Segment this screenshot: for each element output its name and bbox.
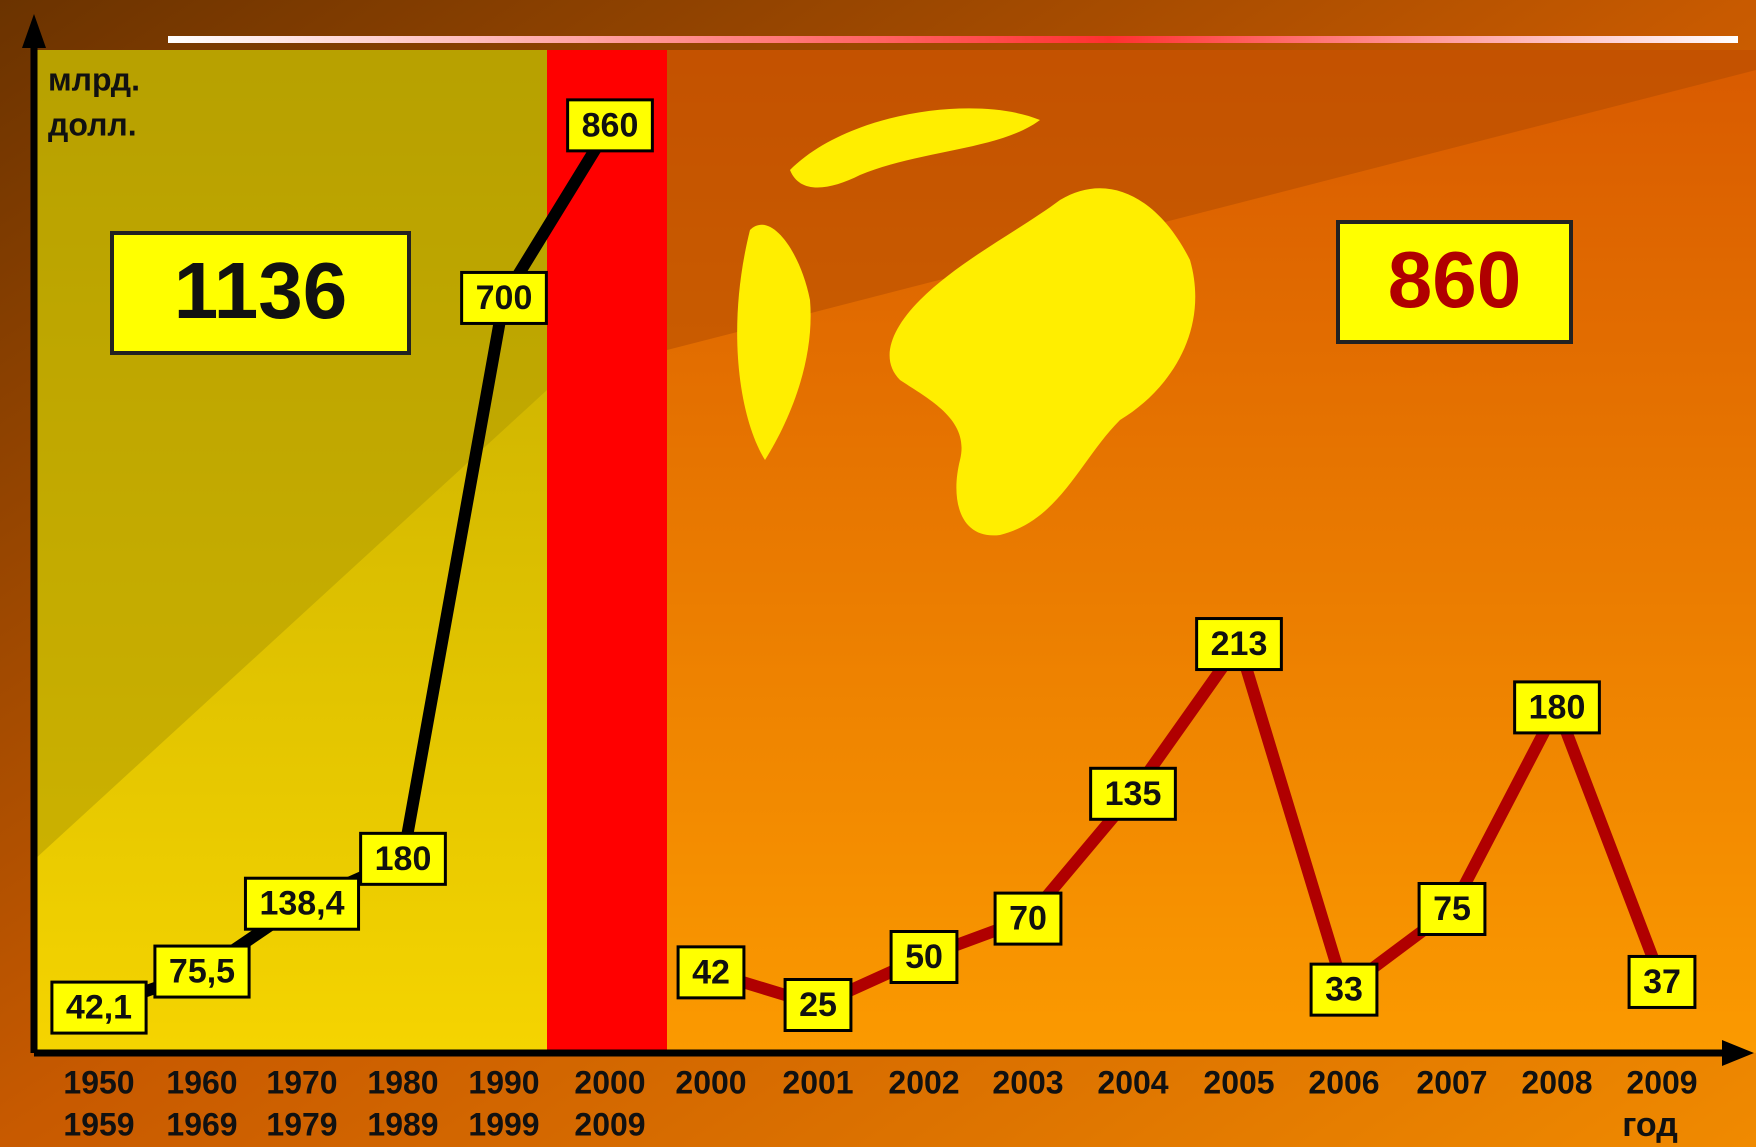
globe	[737, 108, 1196, 536]
data-label: 75	[1433, 890, 1471, 928]
total-box	[1336, 220, 1573, 344]
point-label-box	[359, 831, 447, 886]
label-group: 860	[566, 98, 654, 153]
data-label: 860	[582, 106, 639, 144]
point-label-box	[783, 978, 853, 1032]
series-line	[709, 638, 1668, 1011]
point-label-box	[676, 945, 746, 1000]
label-group: 138,4	[243, 876, 361, 931]
decade-band	[547, 50, 667, 1053]
label-group: 180	[359, 831, 447, 886]
point-label-box	[153, 944, 251, 999]
point-label-box	[1309, 962, 1379, 1017]
x-tick-label: 1950	[63, 1064, 134, 1100]
data-label: 75,5	[169, 953, 235, 991]
point-label-box	[1089, 766, 1177, 821]
title-rule	[168, 36, 1738, 43]
point-label-box	[243, 876, 361, 931]
x-tick-label: 2009	[574, 1106, 645, 1142]
total-label: 1136	[174, 246, 348, 335]
label-group: 50	[889, 930, 959, 984]
data-label: 33	[1325, 971, 1363, 1009]
data-label: 138,4	[259, 885, 344, 923]
point-label-box	[460, 270, 548, 325]
x-tick-label: 1959	[63, 1106, 134, 1142]
total-box	[110, 231, 411, 355]
point-label-box	[993, 891, 1063, 946]
x-tick-label: 1969	[166, 1106, 237, 1142]
data-label: 50	[905, 938, 943, 976]
label-group: 180	[1513, 680, 1601, 735]
x-tick-label: 2002	[888, 1064, 959, 1100]
x-axis-label: год	[1622, 1106, 1678, 1144]
label-group: 213	[1195, 617, 1283, 672]
x-tick-label: 1970	[266, 1064, 337, 1100]
label-group: 135	[1089, 766, 1177, 821]
y-axis-label: млрд.	[48, 61, 140, 97]
data-label: 42	[692, 953, 730, 991]
x-tick-label: 2008	[1521, 1064, 1592, 1100]
label-group: 25	[783, 978, 853, 1032]
data-label: 37	[1643, 963, 1681, 1001]
x-tick-label: 1999	[468, 1106, 539, 1142]
data-label: 70	[1009, 900, 1047, 938]
x-tick-label: 2003	[992, 1064, 1063, 1100]
point-label-box	[1513, 680, 1601, 735]
point-label-box	[50, 980, 148, 1035]
point-label-box	[1417, 882, 1487, 936]
label-group: 70	[993, 891, 1063, 946]
x-axis-arrow	[1722, 1040, 1754, 1066]
data-label: 700	[476, 279, 533, 317]
data-label: 135	[1105, 775, 1162, 813]
x-tick-label: 1989	[367, 1106, 438, 1142]
label-group: 42	[676, 945, 746, 1000]
point-label-box	[566, 98, 654, 153]
point-label-box	[1195, 617, 1283, 672]
data-label: 213	[1211, 625, 1268, 663]
label-group: 37	[1627, 954, 1697, 1009]
point-label-box	[1627, 954, 1697, 1009]
x-tick-label: 2004	[1097, 1064, 1168, 1100]
x-tick-label: 2006	[1308, 1064, 1379, 1100]
x-tick-label: 1980	[367, 1064, 438, 1100]
y-axis-arrow	[22, 14, 46, 48]
x-tick-label: 1990	[468, 1064, 539, 1100]
x-tick-label: 2000	[675, 1064, 746, 1100]
x-tick-label: 2005	[1203, 1064, 1274, 1100]
x-tick-label: 2001	[782, 1064, 853, 1100]
data-label: 180	[375, 840, 432, 878]
x-tick-label: 2009	[1626, 1064, 1697, 1100]
x-tick-label: 1960	[166, 1064, 237, 1100]
data-label: 42,1	[66, 989, 132, 1027]
label-group: 75,5	[153, 944, 251, 999]
label-group: 33	[1309, 962, 1379, 1017]
y-axis-label: долл.	[48, 106, 137, 142]
label-group: 75	[1417, 882, 1487, 936]
x-tick-label: 2000	[574, 1064, 645, 1100]
label-group: 42,1	[50, 980, 148, 1035]
data-label: 180	[1529, 688, 1586, 726]
x-tick-label: 2007	[1416, 1064, 1487, 1100]
data-label: 25	[799, 986, 837, 1024]
total-label: 860	[1388, 235, 1521, 324]
x-tick-label: 1979	[266, 1106, 337, 1142]
point-label-box	[889, 930, 959, 984]
label-group: 700	[460, 270, 548, 325]
